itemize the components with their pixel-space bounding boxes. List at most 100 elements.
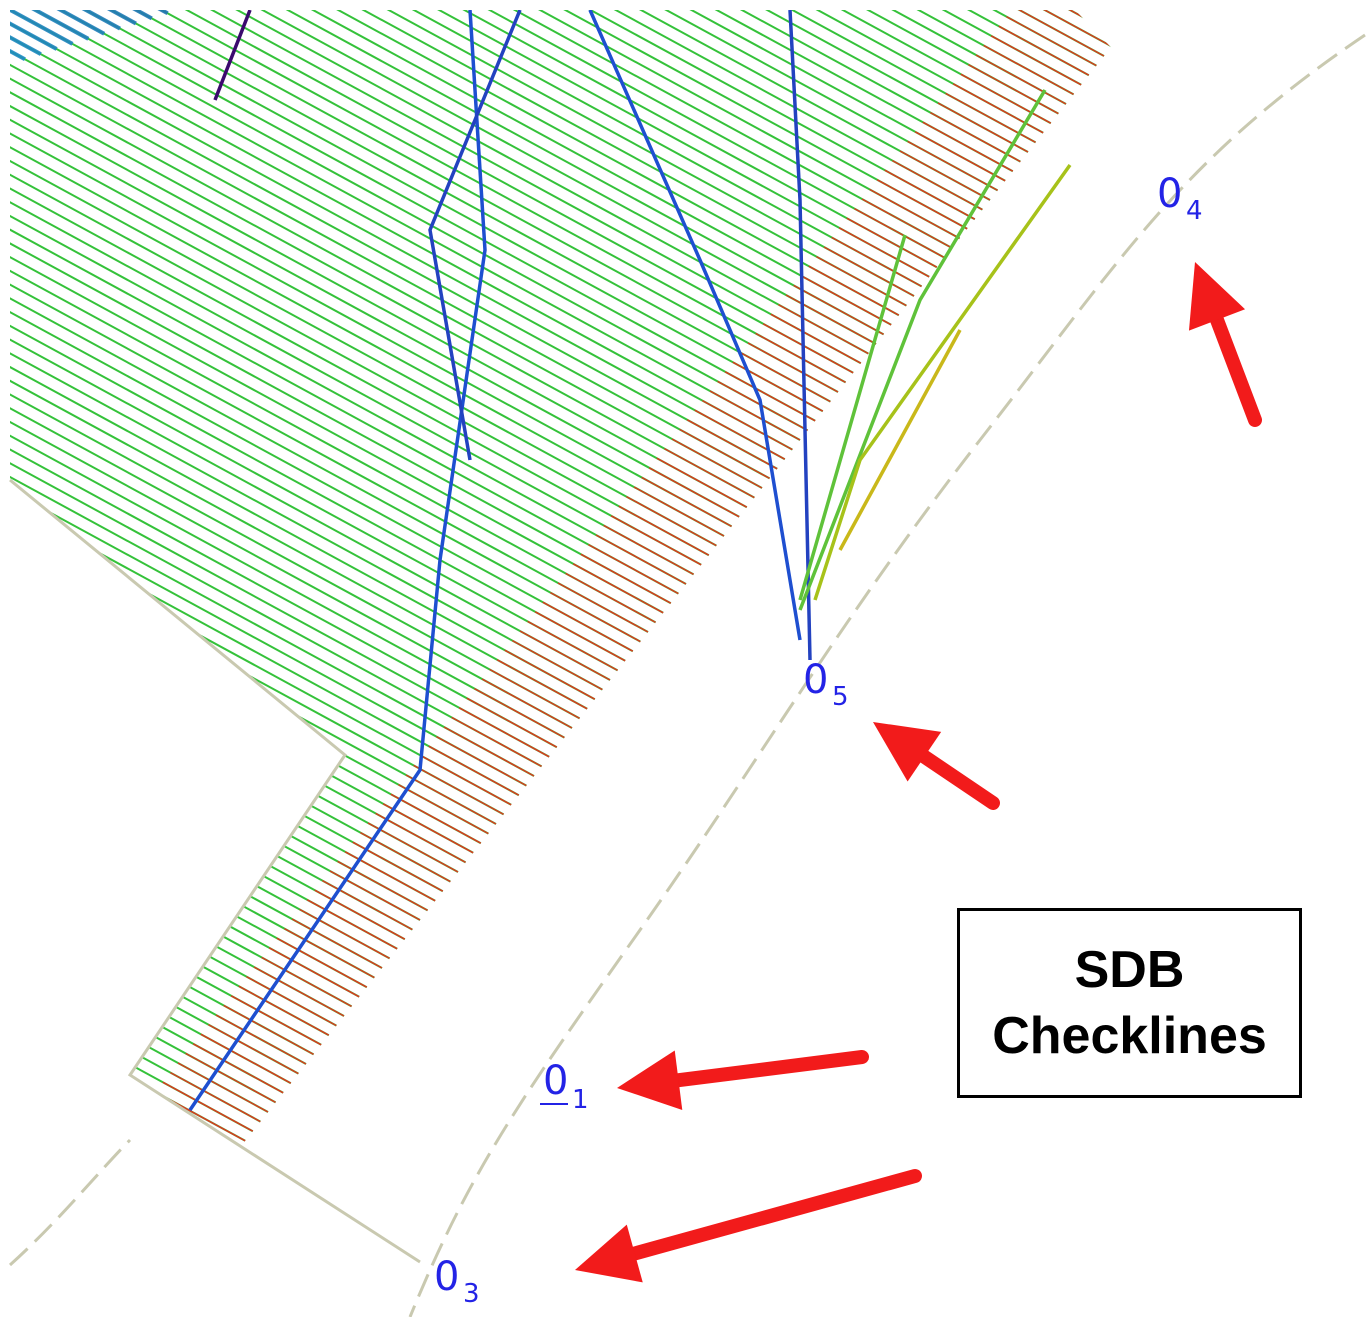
sounding-line-shoal (489, 668, 580, 720)
checkline-label-o3: 0 3 (434, 1254, 480, 1309)
sounding-line (10, 657, 163, 1248)
svg-text:0: 0 (803, 657, 828, 703)
sounding-line-shoal (892, 159, 983, 211)
sounding-line (10, 14, 672, 605)
sounding-line (10, 676, 147, 1262)
sounding-line (10, 119, 588, 710)
dashed-boundary-line (408, 33, 1366, 1317)
sounding-line (10, 10, 869, 355)
sounding-line-shoal (884, 169, 976, 220)
sounding-line-shoal (785, 294, 877, 345)
sounding-line-shoal (588, 543, 679, 595)
sounding-line-shoal (664, 447, 755, 499)
arrows (575, 262, 1262, 1283)
sounding-line-deep (10, 10, 58, 51)
sounding-line (23, 10, 1105, 57)
checkline-track (213, 10, 252, 101)
sounding-line-shoal (1006, 15, 1097, 67)
sounding-line (10, 484, 299, 1075)
sounding-line-shoal (557, 582, 649, 633)
sounding-line-shoal (1021, 10, 1112, 48)
sounding-line-shoal (238, 985, 330, 1036)
sounding-line (10, 590, 216, 1181)
legend-box: SDB Checklines (957, 908, 1302, 1098)
sounding-line (10, 33, 657, 624)
sounding-line-shoal (1028, 10, 1120, 38)
sounding-line (10, 10, 877, 345)
sounding-line-shoal (740, 351, 831, 403)
sounding-line (10, 10, 1090, 77)
sounding-line-shoal (375, 812, 466, 864)
sounding-line (10, 532, 261, 1123)
sounding-line (10, 667, 155, 1257)
sounding-line-shoal (1052, 0, 1142, 8)
sounding-line-shoal (1013, 10, 1105, 57)
sounding-line (10, 91, 611, 681)
sounding-line-shoal (648, 467, 740, 518)
sounding-line (10, 619, 193, 1209)
sounding-line-shoal (702, 399, 793, 451)
sounding-line-shoal (876, 179, 968, 230)
sounding-line-shoal (694, 409, 786, 460)
sounding-line (10, 177, 543, 768)
sounding-line (53, 10, 1135, 19)
sounding-line (10, 10, 854, 374)
sounding-line-shoal (823, 246, 915, 297)
sounding-line-shoal (770, 313, 862, 364)
sounding-line-shoal (352, 841, 444, 892)
sounding-line (10, 705, 125, 1262)
sounding-line (10, 23, 664, 614)
sounding-line (10, 475, 307, 1065)
sounding-line (10, 10, 945, 259)
sounding-line-shoal (405, 774, 497, 825)
sounding-line-shoal (542, 601, 634, 652)
sounding-line (10, 609, 201, 1200)
sounding-line-shoal (869, 188, 960, 240)
sounding-line-shoal (709, 390, 801, 441)
sounding-line-shoal (755, 332, 846, 384)
sounding-line-shoal (162, 1081, 254, 1132)
svg-text:0: 0 (543, 1058, 568, 1104)
sounding-line-shoal (671, 438, 763, 489)
sounding-line-shoal (253, 966, 345, 1017)
checkline-track (798, 89, 1047, 611)
legend-line-2: Checklines (992, 1007, 1267, 1065)
svg-text:5: 5 (832, 682, 849, 712)
sounding-line (10, 523, 269, 1113)
sounding-line (10, 695, 132, 1262)
sounding-line (10, 302, 444, 893)
sounding-line (10, 446, 330, 1037)
sounding-line-shoal (519, 630, 611, 681)
sounding-line (10, 167, 550, 758)
sounding-line (10, 10, 710, 557)
sounding-line-shoal (306, 899, 398, 950)
sounding-line (10, 10, 733, 528)
sounding-line-shoal (952, 83, 1044, 134)
sounding-line (31, 10, 1113, 48)
sounding-line (10, 158, 558, 749)
sounding-line-shoal (116, 1139, 208, 1190)
sounding-line-shoal (223, 1004, 314, 1056)
svg-text:3: 3 (463, 1279, 480, 1309)
sounding-line (10, 647, 170, 1238)
sounding-line (10, 10, 999, 192)
sounding-line-shoal (481, 678, 573, 729)
sounding-line (10, 10, 771, 480)
sounding-line (10, 10, 1059, 115)
sounding-line-shoal (595, 534, 687, 585)
legend-line-1: SDB (1074, 941, 1185, 999)
sounding-line-shoal (618, 505, 710, 556)
sounding-line (10, 10, 717, 547)
sounding-line (10, 10, 968, 230)
sounding-line-shoal (428, 745, 520, 796)
sounding-line (10, 196, 527, 787)
sounding-line-shoal (413, 764, 504, 816)
sounding-line (10, 10, 862, 365)
sounding-line (10, 10, 938, 269)
sounding-line (10, 407, 360, 998)
sounding-line-shoal (899, 150, 991, 201)
sounding-line (10, 503, 284, 1094)
sounding-line-shoal (185, 1052, 276, 1104)
sounding-line (10, 10, 740, 518)
sounding-line-shoal (945, 92, 1036, 144)
